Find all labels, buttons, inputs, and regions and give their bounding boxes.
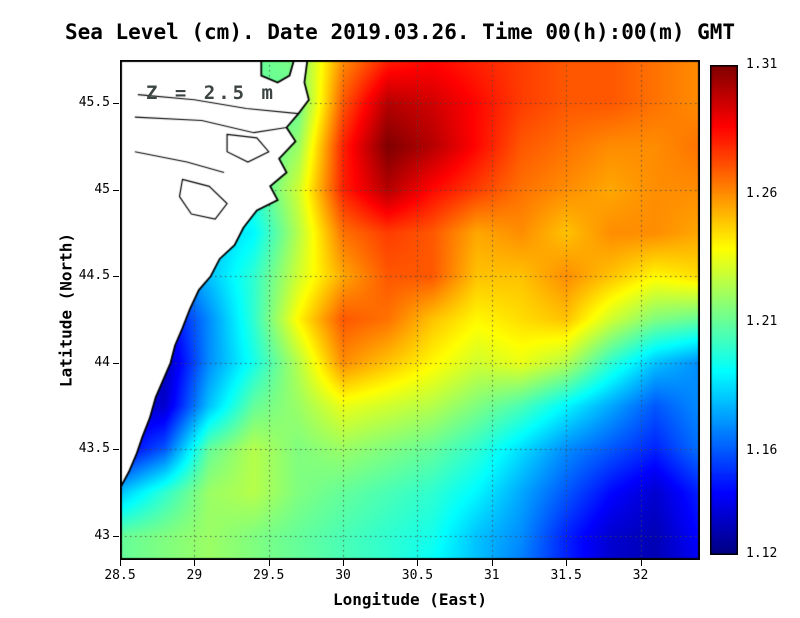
y-tick-mark (113, 189, 119, 191)
y-tick-mark (113, 362, 119, 364)
chart-title: Sea Level (cm). Date 2019.03.26. Time 00… (64, 20, 736, 44)
y-tick-mark (113, 449, 119, 451)
x-tick-label: 29.5 (253, 568, 285, 583)
x-tick-mark (566, 560, 568, 566)
x-tick-mark (194, 560, 196, 566)
plot-area: Z = 2.5 m (120, 60, 700, 560)
x-tick-mark (268, 560, 270, 566)
x-tick-label: 30.5 (401, 568, 434, 583)
colorbar-tick-label: 1.12 (746, 546, 778, 561)
colorbar-tick-label: 1.21 (746, 314, 778, 330)
x-tick-label: 30 (335, 568, 351, 583)
y-tick-label: 44.5 (78, 268, 110, 284)
colorbar (710, 65, 738, 555)
x-tick-label: 29 (186, 568, 203, 583)
x-tick-mark (491, 560, 493, 566)
x-tick-mark (120, 560, 121, 566)
y-tick-mark (113, 535, 119, 537)
x-axis-label: Longitude (East) (332, 590, 488, 609)
y-tick-label: 43 (94, 527, 110, 543)
x-tick-mark (640, 560, 642, 566)
x-tick-mark (417, 560, 419, 566)
y-tick-mark (113, 103, 119, 105)
x-tick-label: 31 (483, 568, 500, 583)
depth-annotation: Z = 2.5 m (146, 82, 276, 104)
colorbar-tick-label: 1.26 (746, 185, 778, 201)
x-tick-label: 32 (632, 568, 649, 583)
x-tick-mark (343, 560, 345, 566)
x-tick-label: 31.5 (550, 568, 582, 583)
y-tick-label: 45 (94, 181, 110, 197)
y-tick-label: 44 (94, 354, 110, 370)
y-tick-label: 45.5 (78, 95, 110, 111)
y-tick-label: 43.5 (78, 441, 110, 457)
colorbar-tick-label: 1.31 (746, 57, 778, 72)
heatmap-canvas (120, 60, 700, 560)
colorbar-tick-label: 1.16 (746, 443, 778, 459)
x-tick-label: 28.5 (104, 568, 136, 583)
y-tick-mark (113, 276, 119, 278)
